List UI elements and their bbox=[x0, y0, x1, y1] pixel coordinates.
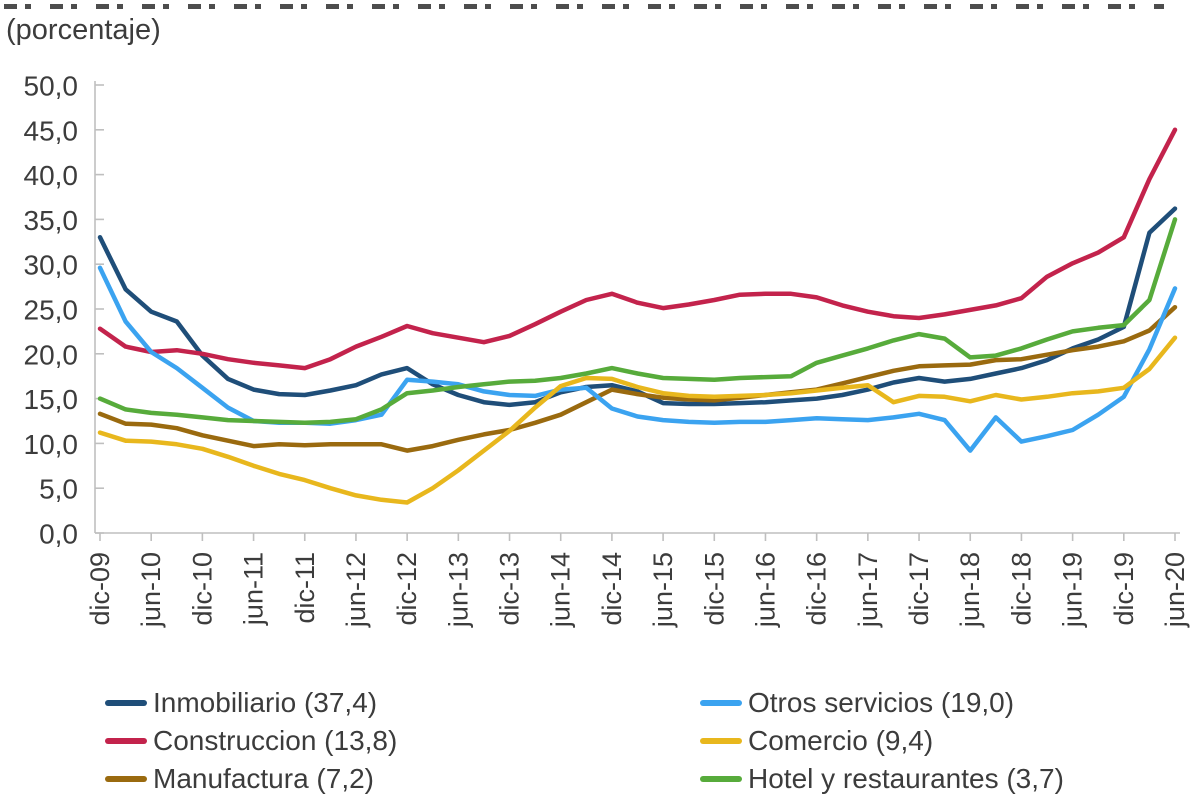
legend-item-construccion: Construccion (13,8) bbox=[105, 724, 397, 758]
x-tick-label: jun-17 bbox=[853, 552, 883, 628]
cropped-title-glyph-bottoms bbox=[4, 4, 1164, 9]
x-tick-label: jun-10 bbox=[136, 552, 166, 628]
x-tick-label: jun-11 bbox=[239, 552, 269, 626]
y-tick-label: 10,0 bbox=[24, 429, 79, 460]
series-line-construccion bbox=[97, 127, 1178, 371]
series-line-inmobiliario bbox=[97, 206, 1178, 408]
legend-swatch bbox=[700, 738, 742, 744]
x-tick-label: dic-18 bbox=[1006, 552, 1036, 626]
chart-subtitle: (porcentaje) bbox=[6, 14, 161, 46]
legend-label: Comercio (9,4) bbox=[748, 725, 934, 756]
y-tick-label: 20,0 bbox=[24, 339, 79, 370]
x-tick-label: dic-09 bbox=[85, 552, 115, 626]
x-tick-label: dic-11 bbox=[290, 552, 320, 624]
legend-swatch bbox=[700, 776, 742, 782]
x-tick-label: jun-20 bbox=[1160, 552, 1190, 628]
legend-swatch bbox=[105, 738, 147, 744]
legend-swatch bbox=[105, 700, 147, 706]
y-tick-label: 40,0 bbox=[24, 160, 79, 191]
y-tick-label: 0,0 bbox=[39, 519, 78, 550]
legend-label: Manufactura (7,2) bbox=[153, 763, 374, 794]
legend-label: Construccion (13,8) bbox=[153, 725, 398, 756]
series-line-hotel bbox=[97, 217, 1178, 426]
x-tick-label: dic-17 bbox=[904, 552, 934, 626]
x-tick-label: jun-18 bbox=[955, 552, 985, 628]
y-tick-label: 15,0 bbox=[24, 384, 79, 415]
legend-item-otros: Otros servicios (19,0) bbox=[700, 686, 1014, 720]
series-line-comercio bbox=[97, 335, 1178, 505]
x-tick-label: dic-10 bbox=[187, 552, 217, 626]
chart-legend: Inmobiliario (37,4) Construccion (13,8) Ma… bbox=[0, 686, 1200, 800]
legend-item-hotel: Hotel y restaurantes (3,7) bbox=[700, 762, 1064, 796]
y-tick-label: 25,0 bbox=[24, 295, 79, 326]
y-tick-label: 5,0 bbox=[39, 474, 78, 505]
x-tick-label: dic-12 bbox=[392, 552, 422, 626]
x-tick-label: jun-16 bbox=[750, 552, 780, 628]
y-tick-label: 35,0 bbox=[24, 205, 79, 236]
x-tick-label: dic-19 bbox=[1109, 552, 1139, 626]
cropped-title-fragment bbox=[4, 0, 1164, 9]
legend-label: Otros servicios (19,0) bbox=[748, 687, 1015, 718]
series-line-manufactura bbox=[97, 304, 1178, 453]
x-tick-label: jun-15 bbox=[648, 552, 678, 628]
x-tick-label: dic-15 bbox=[699, 552, 729, 626]
legend-item-comercio: Comercio (9,4) bbox=[700, 724, 933, 758]
x-tick-label: jun-13 bbox=[443, 552, 473, 628]
x-tick-label: jun-12 bbox=[341, 552, 371, 628]
legend-item-inmobiliario: Inmobiliario (37,4) bbox=[105, 686, 377, 720]
legend-label: Inmobiliario (37,4) bbox=[153, 687, 378, 718]
x-tick-label: dic-16 bbox=[802, 552, 832, 626]
legend-item-manufactura: Manufactura (7,2) bbox=[105, 762, 374, 796]
y-tick-label: 30,0 bbox=[24, 250, 79, 281]
legend-swatch bbox=[700, 700, 742, 706]
legend-label: Hotel y restaurantes (3,7) bbox=[748, 763, 1064, 794]
x-tick-label: dic-13 bbox=[495, 552, 525, 626]
x-tick-label: jun-14 bbox=[546, 552, 576, 628]
y-tick-label: 50,0 bbox=[24, 71, 79, 102]
x-tick-label: dic-14 bbox=[597, 552, 627, 626]
y-tick-label: 45,0 bbox=[24, 115, 79, 146]
line-chart: 0,0 5,0 10,0 15,0 20,0 25,0 30,0 35,0 40,0 45,0 50… bbox=[24, 71, 1191, 629]
x-tick-label: jun-19 bbox=[1058, 552, 1088, 628]
legend-swatch bbox=[105, 776, 147, 782]
